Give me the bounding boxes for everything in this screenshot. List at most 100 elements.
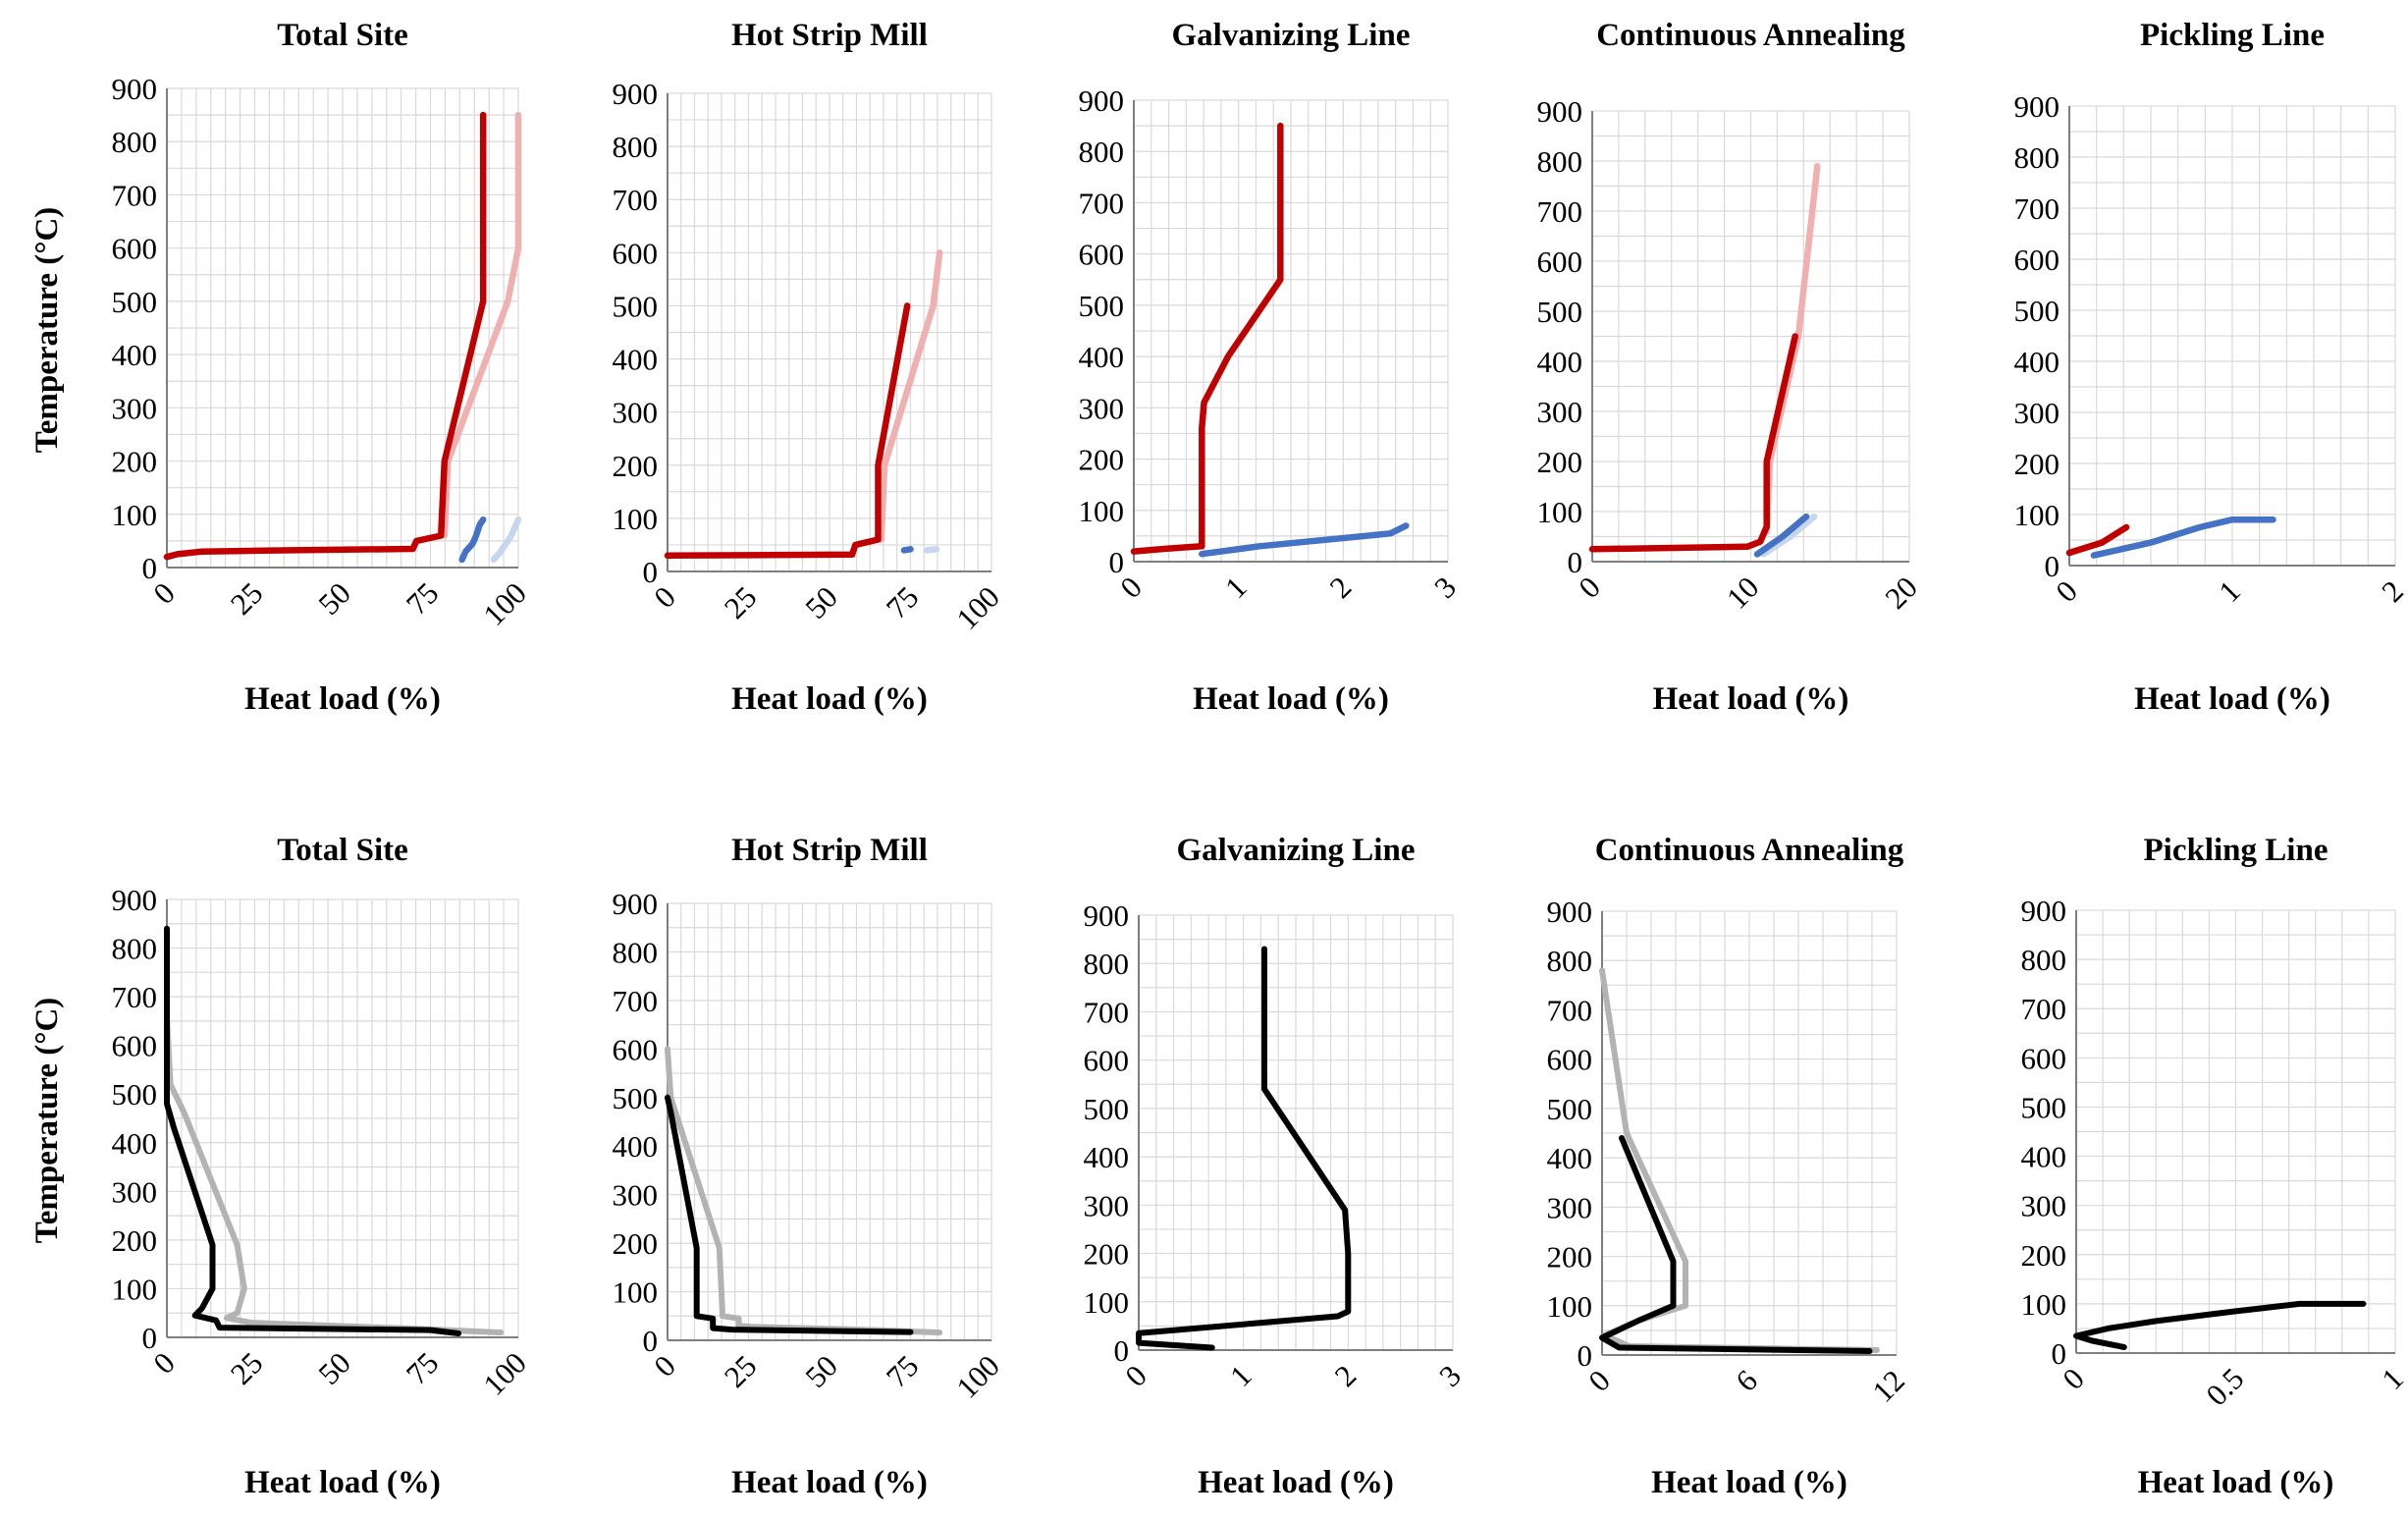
y-tick-label: 800: [1537, 144, 1583, 179]
y-tick-label: 300: [613, 1178, 659, 1213]
y-tick-label: 0: [142, 1321, 158, 1355]
chart-title: Continuous Annealing: [1595, 833, 1904, 868]
y-tick-label: 800: [1547, 944, 1593, 978]
chart-panel-0-1: 0 100 200 300 400 500 600 700 800 900 0 25 50 75 100 Ho…: [613, 18, 1006, 717]
x-tick-label: 0: [2049, 573, 2084, 609]
y-tick-label: 0: [643, 1324, 659, 1358]
chart-panel-1-1: 0 100 200 300 400 500 600 700 800 900 0 25 50 75 100 Ho…: [613, 833, 1006, 1500]
x-axis-label: Heat load (%): [2138, 1465, 2334, 1500]
y-tick-label: 0: [142, 551, 158, 585]
chart-title: Pickling Line: [2140, 18, 2325, 53]
x-tick-label: 0: [146, 1345, 182, 1381]
x-axis-label: Heat load (%): [1653, 681, 1849, 717]
y-tick-label: 800: [613, 130, 659, 164]
y-tick-label: 600: [112, 232, 158, 266]
series-line-hot-composite-light: [878, 249, 943, 543]
y-tick-label: 400: [1547, 1141, 1593, 1175]
x-axis-label: Heat load (%): [731, 681, 928, 717]
y-tick-label: 100: [1537, 495, 1583, 529]
chart-title: Galvanizing Line: [1172, 18, 1411, 53]
y-tick-label: 100: [613, 502, 659, 536]
y-tick-label: 200: [112, 1223, 158, 1258]
x-tick-label: 75: [400, 575, 446, 622]
y-tick-label: 400: [2014, 345, 2060, 379]
y-tick-label: 500: [1084, 1092, 1130, 1126]
series-line-cold-composite: [458, 515, 487, 564]
y-tick-label: 600: [1079, 238, 1125, 272]
chart-title: Pickling Line: [2144, 833, 2328, 868]
chart-panel-0-0: 0 100 200 300 400 500 600 700 800 900 0 25 50 75 100 To…: [29, 18, 533, 717]
y-tick-label: 100: [112, 1272, 158, 1306]
x-tick-label: 100: [476, 1345, 533, 1402]
x-tick-label: 0: [647, 1348, 682, 1383]
y-tick-label: 0: [1109, 545, 1125, 579]
y-tick-label: 600: [613, 236, 659, 270]
y-tick-label: 600: [613, 1032, 659, 1066]
y-tick-label: 0: [2052, 1336, 2067, 1371]
chart-title: Hot Strip Mill: [731, 18, 928, 53]
y-tick-label: 300: [1084, 1188, 1130, 1222]
series-line-grand-composite-light: [164, 1012, 505, 1335]
y-tick-label: 300: [1547, 1190, 1593, 1224]
x-tick-label: 50: [311, 575, 357, 622]
y-tick-label: 800: [2021, 943, 2067, 977]
x-tick-label: 25: [224, 575, 270, 622]
y-tick-label: 700: [1084, 995, 1130, 1029]
chart-title: Galvanizing Line: [1177, 833, 1416, 868]
y-tick-label: 200: [613, 449, 659, 483]
y-tick-label: 200: [112, 445, 158, 479]
y-tick-label: 800: [2014, 140, 2060, 175]
y-tick-label: 600: [1547, 1043, 1593, 1077]
x-tick-label: 25: [224, 1345, 270, 1391]
x-axis-label: Heat load (%): [2134, 681, 2330, 717]
chart-panel-0-2: 0 100 200 300 400 500 600 700 800 900 0 1 2 3 Galvaniz…: [1079, 18, 1463, 717]
y-tick-label: 0: [2045, 549, 2060, 583]
x-axis-label: Heat load (%): [1198, 1465, 1394, 1500]
x-tick-label: 0: [647, 579, 682, 615]
y-tick-label: 300: [2021, 1189, 2067, 1223]
series-line-hot-composite: [163, 111, 487, 561]
y-tick-label: 400: [1079, 340, 1125, 374]
y-tick-label: 200: [613, 1226, 659, 1261]
series-line-grand-composite: [665, 1094, 914, 1335]
y-tick-label: 100: [112, 498, 158, 532]
series-line-cold-composite: [900, 546, 914, 554]
y-tick-label: 400: [112, 1126, 158, 1161]
y-tick-label: 300: [112, 1174, 158, 1209]
y-tick-label: 700: [2014, 191, 2060, 226]
x-tick-label: 1: [1223, 1358, 1258, 1393]
y-tick-label: 900: [1084, 898, 1130, 933]
x-tick-label: 20: [1878, 570, 1924, 616]
x-tick-label: 2: [2375, 573, 2408, 609]
y-tick-label: 100: [2021, 1287, 2067, 1322]
y-tick-label: 400: [1537, 345, 1583, 379]
y-tick-label: 600: [2014, 243, 2060, 277]
x-tick-label: 0: [146, 575, 182, 611]
x-axis-label: Heat load (%): [244, 681, 441, 717]
x-tick-label: 100: [949, 579, 1006, 636]
y-tick-label: 400: [613, 1129, 659, 1164]
chart-panel-1-0: 0 100 200 300 400 500 600 700 800 900 0 25 50 75 100 To…: [29, 833, 533, 1500]
y-tick-label: 700: [1079, 186, 1125, 220]
y-tick-label: 500: [2014, 294, 2060, 328]
y-tick-label: 100: [2014, 498, 2060, 532]
x-tick-label: 75: [880, 1348, 926, 1394]
y-tick-label: 800: [1084, 947, 1130, 981]
y-tick-label: 500: [1547, 1092, 1593, 1126]
x-axis-label: Heat load (%): [1651, 1465, 1847, 1500]
series-line-hot-composite: [2065, 523, 2130, 557]
y-tick-label: 300: [2014, 396, 2060, 430]
y-tick-label: 800: [112, 932, 158, 966]
series-line-grand-composite: [164, 925, 462, 1336]
chart-panel-0-3: 0 100 200 300 400 500 600 700 800 900 0 10 20 Continu…: [1537, 18, 1924, 717]
y-tick-label: 900: [112, 883, 158, 917]
y-tick-label: 400: [613, 343, 659, 377]
x-tick-label: 3: [1427, 570, 1463, 605]
y-tick-label: 900: [2021, 894, 2067, 928]
y-tick-label: 700: [112, 178, 158, 212]
y-tick-label: 200: [1079, 443, 1125, 477]
x-tick-label: 75: [400, 1345, 446, 1391]
x-tick-label: 50: [311, 1345, 357, 1391]
series-line-grand-composite-light: [1599, 967, 1880, 1353]
